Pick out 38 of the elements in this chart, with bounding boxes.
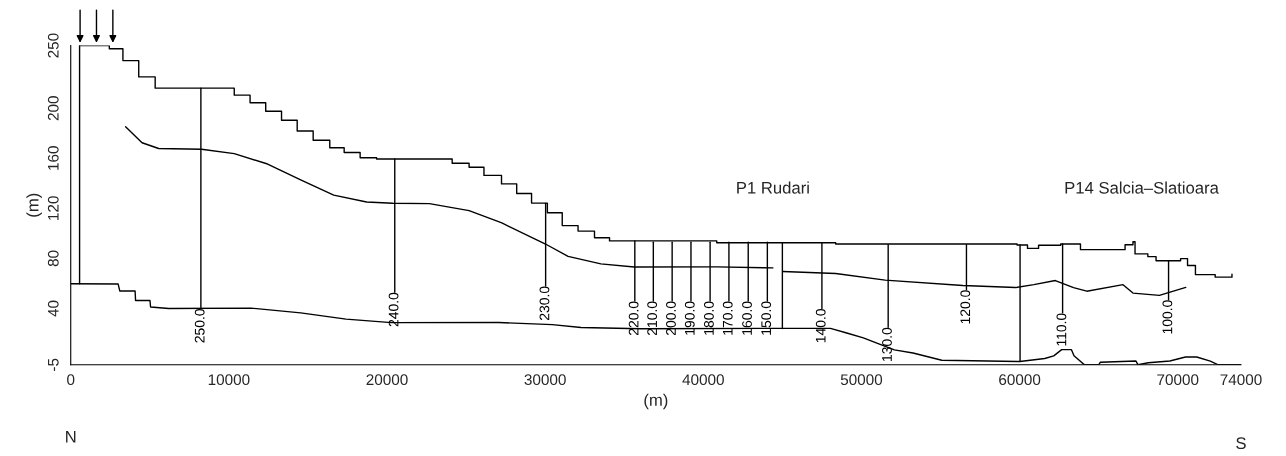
text: 130.0 bbox=[882, 327, 892, 361]
y-axis-title: (m) bbox=[26, 193, 42, 217]
text: N bbox=[66, 431, 76, 443]
y-tick-label: 200 bbox=[47, 96, 59, 121]
text: 170.0 bbox=[722, 301, 733, 335]
text: 120.0 bbox=[960, 290, 971, 324]
x-tick-label: 0 bbox=[67, 374, 75, 386]
text: 180.0 bbox=[704, 301, 714, 335]
text: 140.0 bbox=[815, 309, 826, 343]
x-tick-label: 60000 bbox=[999, 374, 1041, 386]
y-tick-label: 120 bbox=[47, 196, 59, 220]
annotation: P1 Rudari bbox=[737, 181, 809, 194]
text: 210.0 bbox=[647, 301, 658, 336]
text: 190.0 bbox=[684, 301, 695, 335]
text: 200.0 bbox=[666, 301, 676, 336]
y-tick-label: -5 bbox=[48, 358, 59, 371]
y-tick-label: 160 bbox=[47, 146, 59, 170]
x-tick-label: 10000 bbox=[208, 374, 250, 386]
text: 220.0 bbox=[628, 301, 639, 336]
x-tick-label: 40000 bbox=[682, 374, 724, 386]
text: 150.0 bbox=[761, 301, 772, 335]
text: 240.0 bbox=[388, 292, 399, 327]
text: 250.0 bbox=[194, 309, 205, 343]
y-tick-label: 250 bbox=[47, 33, 59, 58]
x-axis-title: (m) bbox=[644, 393, 668, 410]
text: 100.0 bbox=[1162, 300, 1173, 334]
x-tick-label: 30000 bbox=[524, 374, 566, 386]
x-tick-label: 70000 bbox=[1157, 374, 1199, 386]
y-tick-label: 40 bbox=[47, 300, 59, 317]
x-tick-label: 74000 bbox=[1220, 374, 1262, 386]
text: S bbox=[1236, 437, 1246, 450]
x-tick-label: 20000 bbox=[366, 374, 408, 386]
text: 110.0 bbox=[1056, 313, 1067, 346]
x-tick-label: 50000 bbox=[840, 374, 883, 386]
text: 160.0 bbox=[742, 301, 752, 335]
text: 230.0 bbox=[539, 286, 550, 320]
annotation: P14 Salcia–Slatioara bbox=[1065, 181, 1219, 194]
y-tick-label: 80 bbox=[47, 250, 59, 267]
